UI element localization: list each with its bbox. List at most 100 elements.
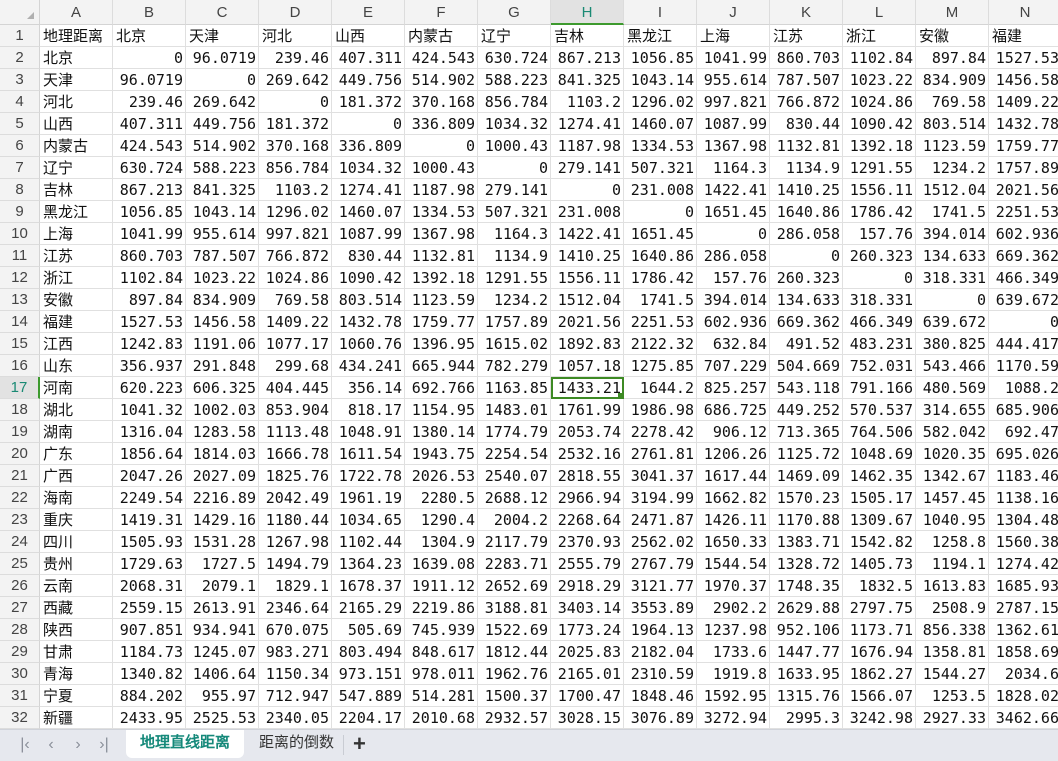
cell-L32[interactable]: 3242.98 bbox=[843, 707, 916, 729]
cell-D25[interactable]: 1494.79 bbox=[259, 553, 332, 575]
cell-N32[interactable]: 3462.66 bbox=[989, 707, 1058, 729]
cell-K6[interactable]: 1132.81 bbox=[770, 135, 843, 157]
cell-F15[interactable]: 1396.95 bbox=[405, 333, 478, 355]
row-header-12[interactable]: 12 bbox=[0, 267, 40, 289]
cell-G3[interactable]: 588.223 bbox=[478, 69, 551, 91]
cell-N29[interactable]: 1858.69 bbox=[989, 641, 1058, 663]
cell-L2[interactable]: 1102.84 bbox=[843, 47, 916, 69]
spreadsheet-grid[interactable]: A B C D E F G H I J K L M N 1 地理距离 北京 天津 河北 山西 内蒙古 辽宁 吉林 黑龙江 上海江… bbox=[0, 0, 1058, 729]
cell-E7[interactable]: 1034.32 bbox=[332, 157, 405, 179]
cell-L13[interactable]: 318.331 bbox=[843, 289, 916, 311]
cell-D19[interactable]: 1113.48 bbox=[259, 421, 332, 443]
cell-F22[interactable]: 2280.5 bbox=[405, 487, 478, 509]
cell-I23[interactable]: 2471.87 bbox=[624, 509, 697, 531]
cell-C23[interactable]: 1429.16 bbox=[186, 509, 259, 531]
column-header-N[interactable]: N bbox=[989, 0, 1058, 25]
cell-J10[interactable]: 0 bbox=[697, 223, 770, 245]
cell-J24[interactable]: 1650.33 bbox=[697, 531, 770, 553]
cell-M9[interactable]: 1741.5 bbox=[916, 201, 989, 223]
cell-B13[interactable]: 897.84 bbox=[113, 289, 186, 311]
cell-M15[interactable]: 380.825 bbox=[916, 333, 989, 355]
cell-B21[interactable]: 2047.26 bbox=[113, 465, 186, 487]
cell-I29[interactable]: 2182.04 bbox=[624, 641, 697, 663]
cell-C30[interactable]: 1406.64 bbox=[186, 663, 259, 685]
cell-F9[interactable]: 1334.53 bbox=[405, 201, 478, 223]
cell-J14[interactable]: 602.936 bbox=[697, 311, 770, 333]
cell-C6[interactable]: 514.902 bbox=[186, 135, 259, 157]
cell-H19[interactable]: 2053.74 bbox=[551, 421, 624, 443]
cell-B12[interactable]: 1102.84 bbox=[113, 267, 186, 289]
cell-C8[interactable]: 841.325 bbox=[186, 179, 259, 201]
column-header-C[interactable]: C bbox=[186, 0, 259, 25]
cell-D9[interactable]: 1296.02 bbox=[259, 201, 332, 223]
cell-L18[interactable]: 570.537 bbox=[843, 399, 916, 421]
cell-F4[interactable]: 370.168 bbox=[405, 91, 478, 113]
cell-H1[interactable]: 吉林 bbox=[551, 25, 624, 47]
cell-L16[interactable]: 752.031 bbox=[843, 355, 916, 377]
cell-I24[interactable]: 2562.02 bbox=[624, 531, 697, 553]
cell-H31[interactable]: 1700.47 bbox=[551, 685, 624, 707]
cell-D29[interactable]: 983.271 bbox=[259, 641, 332, 663]
cell-K19[interactable]: 713.365 bbox=[770, 421, 843, 443]
column-header-I[interactable]: I bbox=[624, 0, 697, 25]
cell-G11[interactable]: 1134.9 bbox=[478, 245, 551, 267]
cell-H6[interactable]: 1187.98 bbox=[551, 135, 624, 157]
row-header-22[interactable]: 22 bbox=[0, 487, 40, 509]
cell-K26[interactable]: 1748.35 bbox=[770, 575, 843, 597]
cell-J1[interactable]: 上海 bbox=[697, 25, 770, 47]
cell-D11[interactable]: 766.872 bbox=[259, 245, 332, 267]
cell-E20[interactable]: 1611.54 bbox=[332, 443, 405, 465]
cell-H8[interactable]: 0 bbox=[551, 179, 624, 201]
cell-L26[interactable]: 1832.5 bbox=[843, 575, 916, 597]
cell-F28[interactable]: 745.939 bbox=[405, 619, 478, 641]
cell-I25[interactable]: 2767.79 bbox=[624, 553, 697, 575]
cell-M20[interactable]: 1020.35 bbox=[916, 443, 989, 465]
cell-A4[interactable]: 河北 bbox=[40, 91, 113, 113]
cell-I17[interactable]: 1644.2 bbox=[624, 377, 697, 399]
last-sheet-icon[interactable]: ›| bbox=[99, 736, 109, 753]
cell-G17[interactable]: 1163.85 bbox=[478, 377, 551, 399]
row-header-10[interactable]: 10 bbox=[0, 223, 40, 245]
cell-N15[interactable]: 444.417 bbox=[989, 333, 1058, 355]
cell-L5[interactable]: 1090.42 bbox=[843, 113, 916, 135]
next-sheet-icon[interactable]: › bbox=[75, 736, 81, 753]
cell-H21[interactable]: 2818.55 bbox=[551, 465, 624, 487]
cell-N27[interactable]: 2787.15 bbox=[989, 597, 1058, 619]
cell-F5[interactable]: 336.809 bbox=[405, 113, 478, 135]
cell-D7[interactable]: 856.784 bbox=[259, 157, 332, 179]
cell-D15[interactable]: 1077.17 bbox=[259, 333, 332, 355]
cell-I18[interactable]: 1986.98 bbox=[624, 399, 697, 421]
cell-D32[interactable]: 2340.05 bbox=[259, 707, 332, 729]
cell-E27[interactable]: 2165.29 bbox=[332, 597, 405, 619]
cell-A13[interactable]: 安徽 bbox=[40, 289, 113, 311]
cell-L14[interactable]: 466.349 bbox=[843, 311, 916, 333]
cell-L22[interactable]: 1505.17 bbox=[843, 487, 916, 509]
cell-N22[interactable]: 1138.16 bbox=[989, 487, 1058, 509]
cell-E2[interactable]: 407.311 bbox=[332, 47, 405, 69]
cell-B30[interactable]: 1340.82 bbox=[113, 663, 186, 685]
row-header-2[interactable]: 2 bbox=[0, 47, 40, 69]
cell-M27[interactable]: 2508.9 bbox=[916, 597, 989, 619]
cell-D10[interactable]: 997.821 bbox=[259, 223, 332, 245]
cell-M21[interactable]: 1342.67 bbox=[916, 465, 989, 487]
cell-M32[interactable]: 2927.33 bbox=[916, 707, 989, 729]
cell-F21[interactable]: 2026.53 bbox=[405, 465, 478, 487]
cell-F29[interactable]: 848.617 bbox=[405, 641, 478, 663]
cell-F23[interactable]: 1290.4 bbox=[405, 509, 478, 531]
cell-F27[interactable]: 2219.86 bbox=[405, 597, 478, 619]
cell-G14[interactable]: 1757.89 bbox=[478, 311, 551, 333]
cell-L4[interactable]: 1024.86 bbox=[843, 91, 916, 113]
cell-E1[interactable]: 山西 bbox=[332, 25, 405, 47]
cell-B8[interactable]: 867.213 bbox=[113, 179, 186, 201]
cell-I9[interactable]: 0 bbox=[624, 201, 697, 223]
cell-G4[interactable]: 856.784 bbox=[478, 91, 551, 113]
cell-J18[interactable]: 686.725 bbox=[697, 399, 770, 421]
cell-H5[interactable]: 1274.41 bbox=[551, 113, 624, 135]
cell-G6[interactable]: 1000.43 bbox=[478, 135, 551, 157]
cell-A9[interactable]: 黑龙江 bbox=[40, 201, 113, 223]
row-header-7[interactable]: 7 bbox=[0, 157, 40, 179]
cell-F26[interactable]: 1911.12 bbox=[405, 575, 478, 597]
cell-B20[interactable]: 1856.64 bbox=[113, 443, 186, 465]
cell-D4[interactable]: 0 bbox=[259, 91, 332, 113]
cell-K9[interactable]: 1640.86 bbox=[770, 201, 843, 223]
